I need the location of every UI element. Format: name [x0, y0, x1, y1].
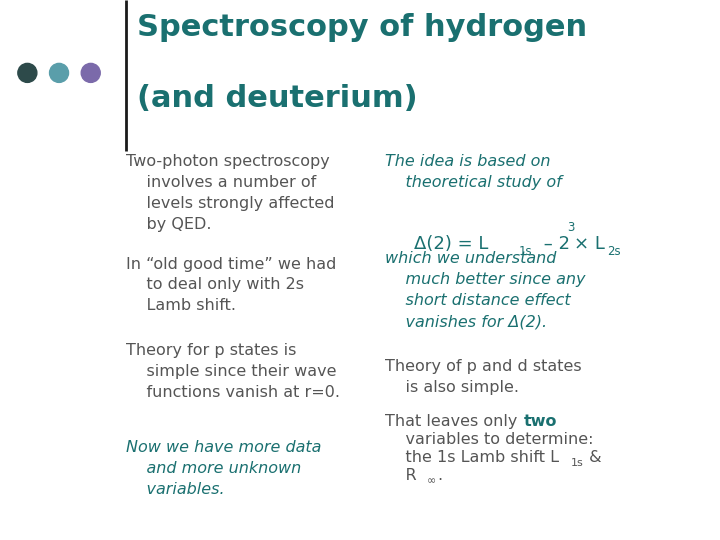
- Text: Theory of p and d states
    is also simple.: Theory of p and d states is also simple.: [385, 359, 582, 395]
- Text: two: two: [524, 414, 558, 429]
- Text: variables to determine:: variables to determine:: [385, 432, 594, 447]
- Text: R: R: [385, 468, 417, 483]
- Text: the 1s Lamb shift L: the 1s Lamb shift L: [385, 450, 559, 465]
- Text: The idea is based on
    theoretical study of: The idea is based on theoretical study o…: [385, 154, 562, 190]
- Text: Theory for p states is
    simple since their wave
    functions vanish at r=0.: Theory for p states is simple since thei…: [126, 343, 340, 400]
- Ellipse shape: [18, 63, 37, 83]
- Text: Spectroscopy of hydrogen: Spectroscopy of hydrogen: [137, 14, 587, 43]
- Text: 1s: 1s: [518, 245, 532, 258]
- Ellipse shape: [50, 63, 68, 83]
- Text: Two-photon spectroscopy
    involves a number of
    levels strongly affected
  : Two-photon spectroscopy involves a numbe…: [126, 154, 335, 232]
- Text: 2s: 2s: [607, 245, 621, 258]
- Text: 3: 3: [567, 221, 575, 234]
- Text: In “old good time” we had
    to deal only with 2s
    Lamb shift.: In “old good time” we had to deal only w…: [126, 256, 336, 314]
- Text: which we understand
    much better since any
    short distance effect
    vani: which we understand much better since an…: [385, 251, 585, 329]
- Text: &: &: [584, 450, 601, 465]
- Text: Now we have more data
    and more unknown
    variables.: Now we have more data and more unknown v…: [126, 440, 321, 497]
- Text: .: .: [437, 468, 442, 483]
- Text: ∞: ∞: [427, 476, 436, 486]
- Text: × L: × L: [574, 235, 605, 253]
- Text: – 2: – 2: [538, 235, 570, 253]
- Ellipse shape: [81, 63, 100, 83]
- Text: That leaves only: That leaves only: [385, 414, 523, 429]
- Text: Δ(2) = L: Δ(2) = L: [414, 235, 488, 253]
- Text: (and deuterium): (and deuterium): [137, 84, 418, 113]
- Text: 1s: 1s: [571, 458, 584, 468]
